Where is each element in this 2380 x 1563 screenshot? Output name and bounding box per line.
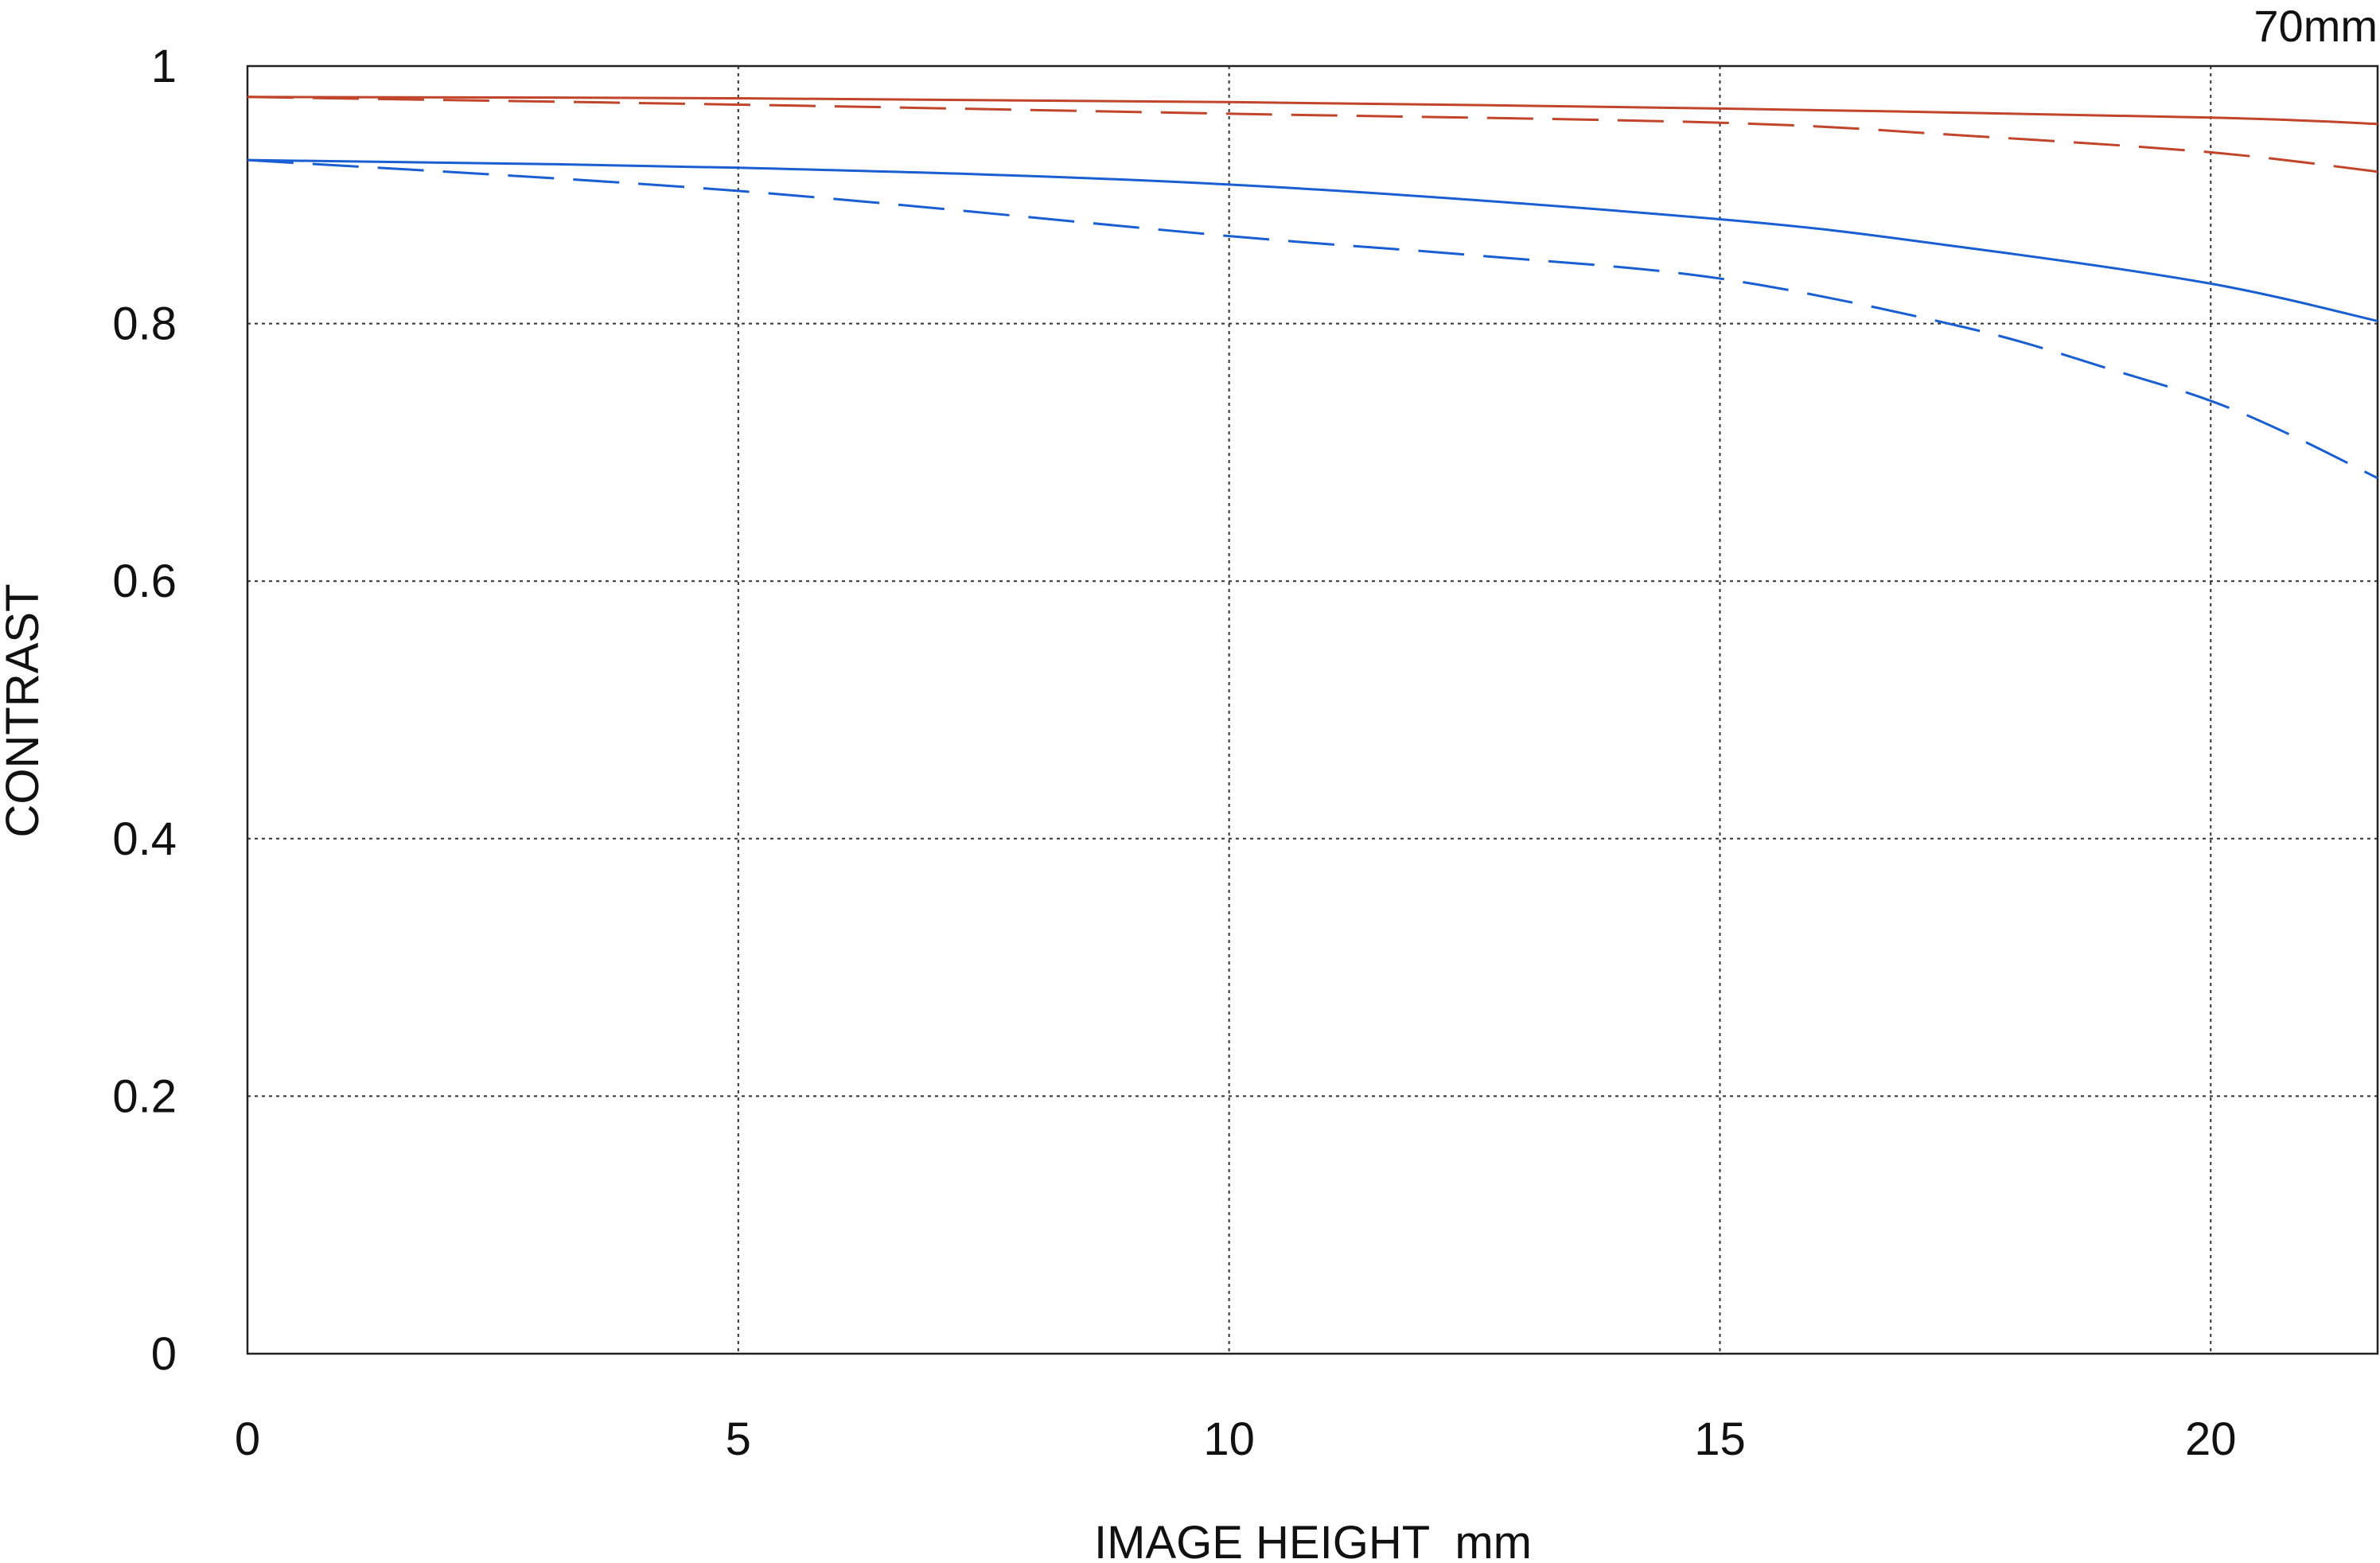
x-tick-label: 20 — [2185, 1413, 2237, 1465]
series-line-2 — [247, 95, 2378, 173]
chart-title: 70mm — [2253, 1, 2378, 51]
y-tick-label: 0.4 — [112, 813, 177, 865]
y-tick-label: 0.8 — [112, 298, 177, 350]
y-tick-label: 0 — [151, 1328, 177, 1380]
series-layer — [247, 95, 2378, 480]
y-tick-label: 1 — [151, 41, 177, 92]
series-line-3 — [247, 158, 2378, 322]
plot-frame — [246, 64, 2379, 1355]
series-line-1 — [247, 95, 2378, 126]
tick-layer: 0 5 10 15 20 0 0.2 0.4 0.6 0.8 1 — [112, 41, 2236, 1465]
x-tick-label: 15 — [1694, 1413, 1746, 1465]
x-tick-label: 5 — [726, 1413, 751, 1465]
x-tick-label: 0 — [235, 1413, 260, 1465]
y-tick-label: 0.6 — [112, 555, 177, 607]
y-axis-title: CONTRAST — [0, 584, 49, 838]
y-tick-label: 0.2 — [112, 1070, 177, 1122]
series-line-4 — [247, 158, 2378, 480]
x-tick-label: 10 — [1203, 1413, 1255, 1465]
x-axis-title: IMAGE HEIGHT mm — [1094, 1517, 1532, 1563]
